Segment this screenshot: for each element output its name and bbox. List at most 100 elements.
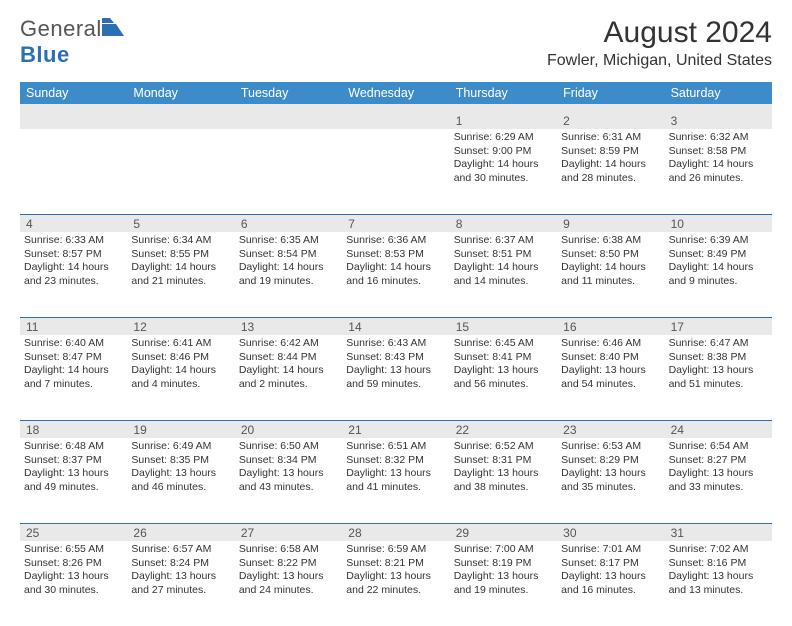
- sunset-text: Sunset: 8:37 PM: [24, 454, 123, 468]
- sunrise-text: Sunrise: 6:54 AM: [669, 440, 768, 454]
- day-cell: Sunrise: 6:42 AMSunset: 8:44 PMDaylight:…: [235, 335, 342, 420]
- daylight-text-1: Daylight: 14 hours: [561, 158, 660, 172]
- daylight-text-1: Daylight: 13 hours: [561, 364, 660, 378]
- header-spacer: [235, 104, 342, 112]
- day-number: 23: [557, 420, 664, 438]
- daylight-text-1: Daylight: 13 hours: [131, 467, 230, 481]
- empty-cell: [235, 129, 342, 214]
- sunset-text: Sunset: 8:29 PM: [561, 454, 660, 468]
- daylight-text-1: Daylight: 14 hours: [239, 261, 338, 275]
- title-block: August 2024 Fowler, Michigan, United Sta…: [547, 16, 772, 70]
- daylight-text-1: Daylight: 13 hours: [346, 570, 445, 584]
- sunset-text: Sunset: 8:27 PM: [669, 454, 768, 468]
- sunrise-text: Sunrise: 6:32 AM: [669, 131, 768, 145]
- daylight-text-2: and 14 minutes.: [454, 275, 553, 289]
- sunset-text: Sunset: 8:55 PM: [131, 248, 230, 262]
- day-header: Wednesday: [342, 82, 449, 104]
- empty-cell: [20, 129, 127, 214]
- sunrise-text: Sunrise: 6:59 AM: [346, 543, 445, 557]
- daylight-text-1: Daylight: 14 hours: [669, 158, 768, 172]
- sunset-text: Sunset: 8:51 PM: [454, 248, 553, 262]
- sunrise-text: Sunrise: 6:39 AM: [669, 234, 768, 248]
- sunrise-text: Sunrise: 7:02 AM: [669, 543, 768, 557]
- day-number: 22: [450, 420, 557, 438]
- day-number: [342, 112, 449, 129]
- day-header: Thursday: [450, 82, 557, 104]
- day-number: 30: [557, 523, 664, 541]
- page-header: GeneralBlue August 2024 Fowler, Michigan…: [20, 16, 772, 70]
- day-number: 28: [342, 523, 449, 541]
- daylight-text-1: Daylight: 13 hours: [346, 364, 445, 378]
- day-header: Saturday: [665, 82, 772, 104]
- sunrise-text: Sunrise: 6:48 AM: [24, 440, 123, 454]
- sunrise-text: Sunrise: 6:40 AM: [24, 337, 123, 351]
- sunrise-text: Sunrise: 6:29 AM: [454, 131, 553, 145]
- header-spacer: [665, 104, 772, 112]
- day-number: 14: [342, 317, 449, 335]
- logo-flag-icon: [102, 18, 124, 36]
- sunset-text: Sunset: 8:38 PM: [669, 351, 768, 365]
- day-cell: Sunrise: 6:46 AMSunset: 8:40 PMDaylight:…: [557, 335, 664, 420]
- day-cell: Sunrise: 6:50 AMSunset: 8:34 PMDaylight:…: [235, 438, 342, 523]
- day-number: 29: [450, 523, 557, 541]
- day-number: 2: [557, 112, 664, 129]
- sunrise-text: Sunrise: 6:34 AM: [131, 234, 230, 248]
- daylight-text-1: Daylight: 13 hours: [454, 467, 553, 481]
- logo-blue: Blue: [20, 42, 70, 67]
- daylight-text-2: and 24 minutes.: [239, 584, 338, 598]
- sunrise-text: Sunrise: 6:51 AM: [346, 440, 445, 454]
- daylight-text-2: and 30 minutes.: [454, 172, 553, 186]
- day-cell: Sunrise: 6:49 AMSunset: 8:35 PMDaylight:…: [127, 438, 234, 523]
- sunrise-text: Sunrise: 7:01 AM: [561, 543, 660, 557]
- sunrise-text: Sunrise: 6:53 AM: [561, 440, 660, 454]
- day-number: 7: [342, 214, 449, 232]
- day-cell: Sunrise: 6:54 AMSunset: 8:27 PMDaylight:…: [665, 438, 772, 523]
- logo: GeneralBlue: [20, 16, 124, 68]
- daylight-text-2: and 2 minutes.: [239, 378, 338, 392]
- daylight-text-1: Daylight: 14 hours: [24, 364, 123, 378]
- page-subtitle: Fowler, Michigan, United States: [547, 52, 772, 70]
- day-cell: Sunrise: 6:52 AMSunset: 8:31 PMDaylight:…: [450, 438, 557, 523]
- daylight-text-1: Daylight: 13 hours: [669, 467, 768, 481]
- sunrise-text: Sunrise: 6:31 AM: [561, 131, 660, 145]
- day-number: 13: [235, 317, 342, 335]
- sunset-text: Sunset: 8:35 PM: [131, 454, 230, 468]
- day-cell: Sunrise: 6:47 AMSunset: 8:38 PMDaylight:…: [665, 335, 772, 420]
- sunset-text: Sunset: 9:00 PM: [454, 145, 553, 159]
- daylight-text-2: and 30 minutes.: [24, 584, 123, 598]
- day-cell: Sunrise: 6:31 AMSunset: 8:59 PMDaylight:…: [557, 129, 664, 214]
- header-spacer: [20, 104, 127, 112]
- sunset-text: Sunset: 8:44 PM: [239, 351, 338, 365]
- sunset-text: Sunset: 8:19 PM: [454, 557, 553, 571]
- logo-general: General: [20, 16, 102, 41]
- header-spacer: [557, 104, 664, 112]
- day-header: Monday: [127, 82, 234, 104]
- day-cell: Sunrise: 6:45 AMSunset: 8:41 PMDaylight:…: [450, 335, 557, 420]
- daylight-text-1: Daylight: 14 hours: [24, 261, 123, 275]
- daylight-text-2: and 28 minutes.: [561, 172, 660, 186]
- sunrise-text: Sunrise: 6:36 AM: [346, 234, 445, 248]
- day-cell: Sunrise: 6:48 AMSunset: 8:37 PMDaylight:…: [20, 438, 127, 523]
- daylight-text-2: and 21 minutes.: [131, 275, 230, 289]
- sunrise-text: Sunrise: 6:46 AM: [561, 337, 660, 351]
- day-cell: Sunrise: 7:00 AMSunset: 8:19 PMDaylight:…: [450, 541, 557, 626]
- day-number: 15: [450, 317, 557, 335]
- daylight-text-2: and 54 minutes.: [561, 378, 660, 392]
- daylight-text-1: Daylight: 14 hours: [346, 261, 445, 275]
- logo-text: GeneralBlue: [20, 16, 124, 68]
- sunset-text: Sunset: 8:17 PM: [561, 557, 660, 571]
- day-number: 11: [20, 317, 127, 335]
- calendar-grid: SundayMondayTuesdayWednesdayThursdayFrid…: [20, 82, 772, 626]
- empty-cell: [342, 129, 449, 214]
- sunset-text: Sunset: 8:54 PM: [239, 248, 338, 262]
- sunrise-text: Sunrise: 6:33 AM: [24, 234, 123, 248]
- daylight-text-1: Daylight: 13 hours: [131, 570, 230, 584]
- sunrise-text: Sunrise: 6:42 AM: [239, 337, 338, 351]
- day-header: Sunday: [20, 82, 127, 104]
- day-number: 10: [665, 214, 772, 232]
- sunset-text: Sunset: 8:50 PM: [561, 248, 660, 262]
- sunset-text: Sunset: 8:46 PM: [131, 351, 230, 365]
- day-cell: Sunrise: 7:01 AMSunset: 8:17 PMDaylight:…: [557, 541, 664, 626]
- header-spacer: [127, 104, 234, 112]
- day-cell: Sunrise: 6:37 AMSunset: 8:51 PMDaylight:…: [450, 232, 557, 317]
